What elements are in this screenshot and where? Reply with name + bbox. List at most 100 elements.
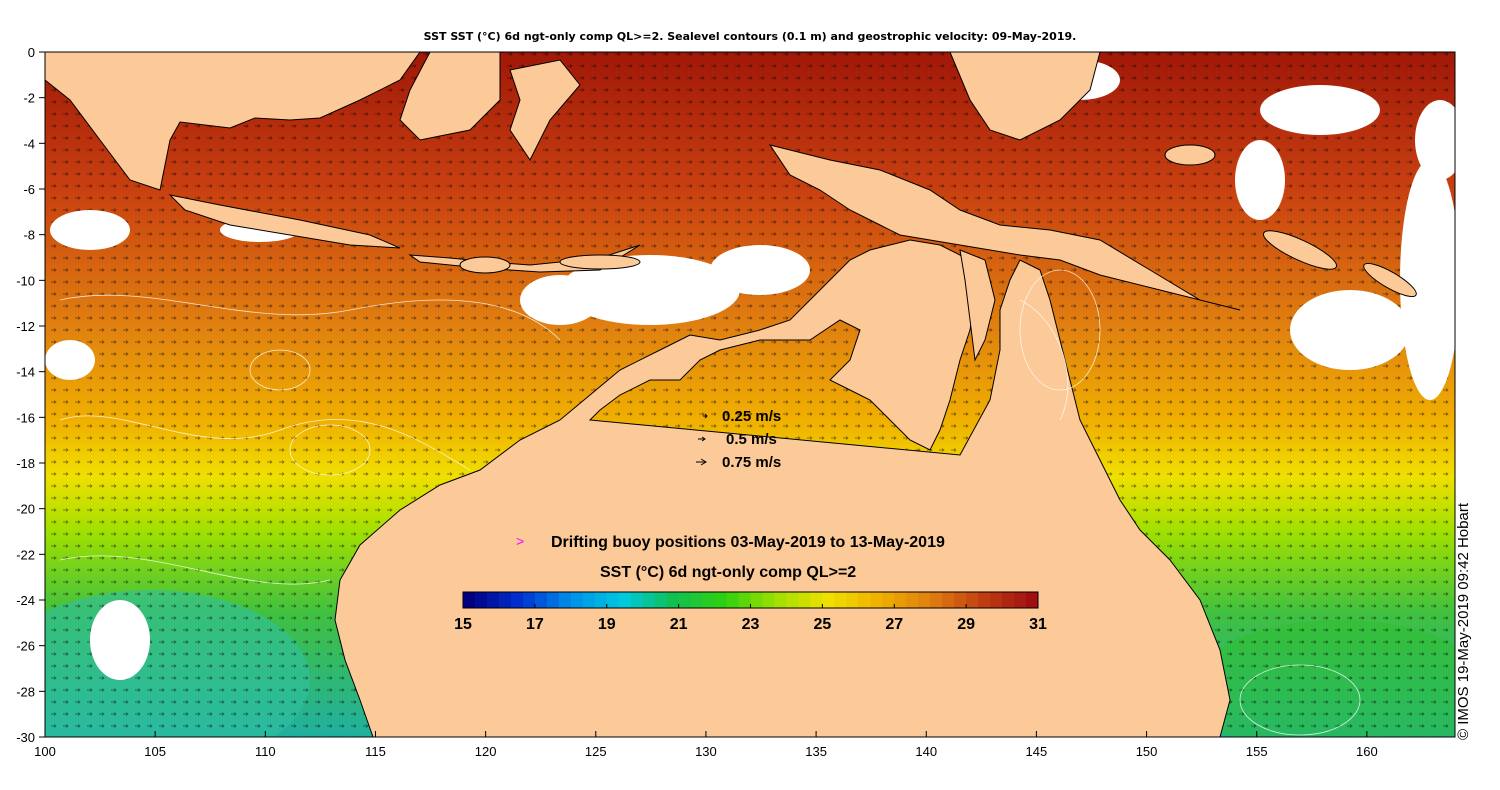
colorbar-tick-label: 23 bbox=[742, 616, 760, 633]
colorbar-tick-label: 19 bbox=[598, 616, 616, 633]
x-tick-label: 100 bbox=[34, 744, 56, 759]
x-tick-label: 150 bbox=[1136, 744, 1158, 759]
y-tick-label: -30 bbox=[16, 730, 35, 745]
colorbar-segment bbox=[786, 592, 799, 608]
y-tick-label: -18 bbox=[16, 456, 35, 471]
y-tick-label: -14 bbox=[16, 365, 35, 380]
x-tick-label: 135 bbox=[805, 744, 827, 759]
colorbar-segment bbox=[954, 592, 967, 608]
colorbar-segment bbox=[486, 592, 500, 608]
colorbar-segment bbox=[978, 592, 991, 608]
colorbar-segment bbox=[630, 592, 644, 608]
buoy-symbol-icon: > bbox=[516, 533, 524, 549]
colorbar-segment bbox=[858, 592, 871, 608]
y-axis: 0 -2 -4 -6 -8 -10 -12 -14 -16 -18 -20 -22 -24 -26 -28 -… bbox=[16, 45, 45, 745]
map-title: SST SST (°C) 6d ngt-only comp QL>=2. Sea… bbox=[423, 30, 1077, 43]
land bbox=[45, 52, 1417, 737]
plot-frame bbox=[44, 51, 1456, 738]
colorbar-segment bbox=[570, 592, 584, 608]
colorbar-segment bbox=[846, 592, 859, 608]
arrow-05-icon bbox=[698, 436, 706, 442]
y-tick-label: 0 bbox=[28, 45, 35, 60]
colorbar-segment bbox=[642, 592, 656, 608]
x-tick-label: 140 bbox=[915, 744, 937, 759]
x-tick-label: 110 bbox=[255, 744, 276, 759]
cloud-mask bbox=[45, 60, 1455, 680]
colorbar-segment bbox=[474, 592, 488, 608]
colorbar-tick-label: 17 bbox=[526, 616, 544, 633]
y-tick-label: -4 bbox=[23, 136, 35, 151]
x-tick-label: 145 bbox=[1026, 744, 1048, 759]
colorbar-segment bbox=[702, 592, 716, 608]
y-tick-label: -26 bbox=[16, 639, 35, 654]
colorbar-segment bbox=[463, 592, 476, 608]
y-tick-label: -10 bbox=[16, 273, 35, 288]
colorbar-segment bbox=[762, 592, 775, 608]
buoy-legend-label: Drifting buoy positions 03-May-2019 to 1… bbox=[551, 534, 945, 551]
colorbar-segment bbox=[510, 592, 524, 608]
colorbar-segment bbox=[690, 592, 704, 608]
colorbar-tick-label: 15 bbox=[454, 616, 472, 633]
colorbar-segment bbox=[834, 592, 847, 608]
colorbar-tick-label: 27 bbox=[885, 616, 903, 633]
arrow-025-icon bbox=[703, 413, 708, 419]
y-tick-label: -28 bbox=[16, 684, 35, 699]
colorbar-segment bbox=[870, 592, 883, 608]
colorbar-segment bbox=[1026, 592, 1039, 608]
y-tick-label: -6 bbox=[23, 182, 35, 197]
arrow-075-icon bbox=[696, 458, 707, 466]
y-tick-label: -24 bbox=[16, 593, 35, 608]
colorbar: SST (°C) 6d ngt-only comp QL>=2 15 17 19 21… bbox=[454, 564, 1047, 633]
x-tick-label: 120 bbox=[475, 744, 497, 759]
y-tick-label: -8 bbox=[23, 228, 35, 243]
colorbar-tick-label: 29 bbox=[957, 616, 975, 633]
colorbar-segment bbox=[774, 592, 787, 608]
colorbar-segment bbox=[666, 592, 680, 608]
sealevel-contours bbox=[59, 269, 1361, 736]
colorbar-tick-label: 25 bbox=[813, 616, 831, 633]
colorbar-segment bbox=[522, 592, 536, 608]
colorbar-tick-label: 31 bbox=[1029, 616, 1047, 633]
colorbar-segment bbox=[594, 592, 608, 608]
colorbar-segment bbox=[882, 592, 895, 608]
colorbar-segment bbox=[822, 592, 835, 608]
colorbar-segment bbox=[930, 592, 943, 608]
colorbar-segment bbox=[918, 592, 931, 608]
colorbar-segment bbox=[714, 592, 728, 608]
buoy-legend: > Drifting buoy positions 03-May-2019 to… bbox=[516, 533, 945, 551]
x-tick-label: 130 bbox=[695, 744, 717, 759]
colorbar-tick-label: 21 bbox=[670, 616, 688, 633]
velocity-label-025: 0.25 m/s bbox=[722, 408, 781, 425]
velocity-legend: 0.25 m/s 0.5 m/s 0.75 m/s bbox=[696, 408, 781, 471]
colorbar-segment bbox=[1014, 592, 1027, 608]
x-tick-label: 155 bbox=[1246, 744, 1268, 759]
colorbar-segment bbox=[498, 592, 512, 608]
colorbar-segment bbox=[582, 592, 596, 608]
x-tick-label: 115 bbox=[365, 744, 386, 759]
colorbar-segment bbox=[654, 592, 668, 608]
colorbar-segment bbox=[966, 592, 979, 608]
x-axis: 100 105 110 115 120 125 130 135 140 145 150 155 160 bbox=[34, 731, 1378, 759]
colorbar-segment bbox=[534, 592, 548, 608]
y-tick-label: -20 bbox=[16, 502, 35, 517]
velocity-label-075: 0.75 m/s bbox=[722, 454, 781, 471]
colorbar-segment bbox=[546, 592, 560, 608]
x-tick-label: 105 bbox=[144, 744, 166, 759]
colorbar-segment bbox=[1002, 592, 1015, 608]
colorbar-segment bbox=[810, 592, 823, 608]
colorbar-segment bbox=[942, 592, 955, 608]
y-tick-label: -22 bbox=[16, 547, 35, 562]
colorbar-segment bbox=[750, 592, 763, 608]
colorbar-segment bbox=[894, 592, 907, 608]
colorbar-segment bbox=[678, 592, 692, 608]
colorbar-title: SST (°C) 6d ngt-only comp QL>=2 bbox=[600, 564, 856, 581]
colorbar-segment bbox=[726, 592, 740, 608]
x-tick-label: 125 bbox=[585, 744, 607, 759]
velocity-label-05: 0.5 m/s bbox=[726, 431, 777, 448]
credit-text: © IMOS 19-May-2019 09:42 Hobart bbox=[1455, 503, 1472, 740]
y-tick-label: -2 bbox=[23, 91, 35, 106]
colorbar-segment bbox=[738, 592, 751, 608]
x-tick-label: 160 bbox=[1356, 744, 1378, 759]
colorbar-segment bbox=[618, 592, 632, 608]
